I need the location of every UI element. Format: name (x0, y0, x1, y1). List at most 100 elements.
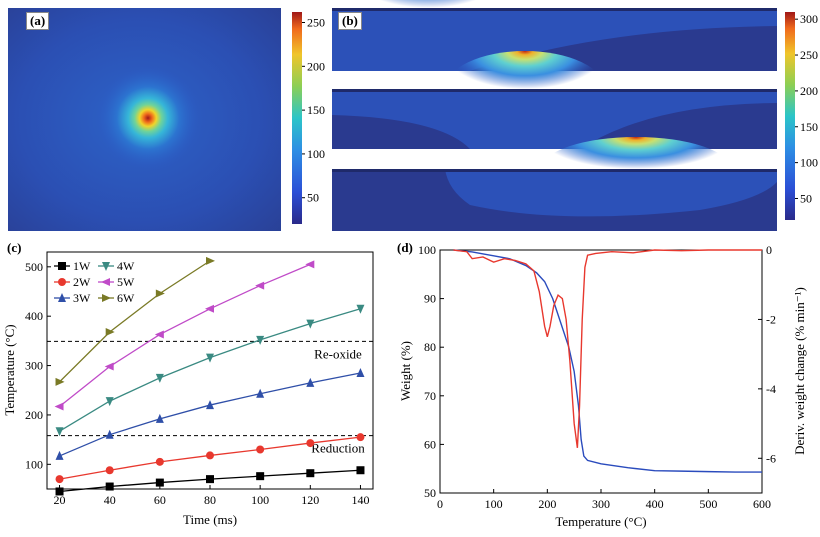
data-point (255, 281, 265, 290)
panel-c-label: (c) (7, 240, 22, 255)
y-tick-label: 200 (25, 408, 43, 422)
y-tick-label: 400 (25, 309, 43, 323)
data-point (256, 388, 265, 398)
colorbar-a-ticks: 250 200 150 100 50 (302, 16, 325, 205)
colorbar-b-ticks: 300 250 200 150 100 50 (795, 12, 818, 205)
chart-c-legend: 1W 2W 3W 4W 5W 6W (54, 259, 135, 305)
dtg-curve (453, 249, 762, 448)
reference-line-label: Re-oxide (314, 346, 362, 361)
colorbar-tick-label: 150 (800, 120, 818, 134)
chart-c-xlabel: Time (ms) (183, 512, 237, 527)
data-point (102, 294, 111, 302)
legend-label: 4W (117, 259, 135, 273)
data-point (206, 400, 214, 410)
data-point (356, 367, 365, 377)
data-point (55, 427, 64, 437)
data-point (206, 475, 214, 484)
data-point (55, 450, 64, 460)
y-tick-label: 90 (424, 292, 436, 306)
series-4W (55, 304, 365, 437)
data-point (104, 362, 114, 371)
panel-a: 250 200 150 100 50 (8, 8, 325, 231)
legend-label: 3W (73, 291, 91, 305)
colorbar-tick-label: 50 (800, 191, 812, 205)
x-tick-label: 100 (485, 497, 503, 511)
data-point (206, 353, 214, 363)
chart-d-xlabel: Temperature (°C) (555, 514, 646, 529)
y-tick-label: 300 (25, 359, 43, 373)
series-6W (55, 256, 215, 386)
data-point (306, 439, 315, 448)
colorbar-b (785, 12, 795, 220)
legend-label: 1W (73, 259, 91, 273)
data-point (256, 472, 265, 481)
data-point (155, 413, 164, 423)
reference-line-label: Reduction (311, 441, 365, 456)
panel-d-label: (d) (397, 240, 413, 255)
colorbar-a (292, 12, 302, 224)
data-point (306, 377, 315, 387)
data-point (155, 478, 164, 487)
legend-label: 6W (117, 291, 135, 305)
data-point (155, 373, 164, 383)
colorbar-tick-label: 150 (307, 103, 325, 117)
data-point (356, 304, 365, 314)
x-tick-label: 500 (699, 497, 717, 511)
x-tick-label: 60 (154, 493, 166, 507)
y-tick-label: 100 (418, 243, 436, 257)
tg-curve (453, 249, 762, 473)
chart-d-frame (439, 249, 763, 494)
data-point (58, 278, 66, 286)
data-point (154, 330, 164, 339)
x-tick-label: 200 (538, 497, 556, 511)
data-point (206, 256, 215, 265)
data-point (102, 262, 110, 271)
legend-label: 2W (73, 275, 91, 289)
data-point (155, 289, 165, 298)
x-tick-label: 0 (437, 497, 443, 511)
y2-tick-label: 0 (766, 243, 772, 257)
y-tick-label: 500 (25, 260, 43, 274)
data-point (356, 466, 365, 475)
chart-d-series (453, 249, 762, 473)
series-5W (54, 260, 315, 411)
data-point (206, 451, 214, 460)
y2-tick-label: -6 (766, 451, 776, 465)
data-point (58, 293, 66, 302)
y-tick-label: 70 (424, 389, 436, 403)
data-point (58, 262, 66, 270)
x-tick-label: 300 (592, 497, 610, 511)
series-line (59, 260, 211, 383)
series-2W (55, 433, 365, 484)
y-tick-label: 80 (424, 340, 436, 354)
chart-d-y2label: Deriv. weight change (% min⁻¹) (792, 287, 807, 455)
x-tick-label: 40 (104, 493, 116, 507)
x-tick-label: 400 (646, 497, 664, 511)
chart-c-ylabel: Temperature (°C) (2, 324, 17, 415)
chart-c-series (54, 256, 365, 496)
data-point (55, 377, 65, 386)
x-tick-label: 100 (251, 493, 269, 507)
panel-b-label: (b) (338, 12, 362, 30)
x-tick-label: 600 (753, 497, 771, 511)
chart-c-ticks: 20 40 60 80 100 120 140 100 200 300 400 500 (25, 260, 369, 507)
chart-c: 20 40 60 80 100 120 140 100 200 300 400 500 Re-oxid… (2, 251, 374, 527)
legend-label: 5W (117, 275, 135, 289)
y2-tick-label: -4 (766, 382, 776, 396)
colorbar-tick-label: 100 (307, 147, 325, 161)
colorbar-tick-label: 50 (307, 191, 319, 205)
x-tick-label: 140 (351, 493, 369, 507)
colorbar-tick-label: 250 (307, 16, 325, 30)
heatmap-b-strip-2 (332, 51, 777, 149)
data-point (105, 429, 114, 439)
x-tick-label: 20 (54, 493, 66, 507)
panel-b: 300 250 200 150 100 50 (332, 0, 818, 231)
y-tick-label: 50 (424, 486, 436, 500)
colorbar-tick-label: 300 (800, 12, 818, 26)
data-point (101, 278, 110, 286)
data-point (105, 482, 114, 491)
data-point (356, 433, 365, 442)
data-point (205, 304, 214, 313)
chart-d-ylabel: Weight (%) (398, 341, 413, 401)
